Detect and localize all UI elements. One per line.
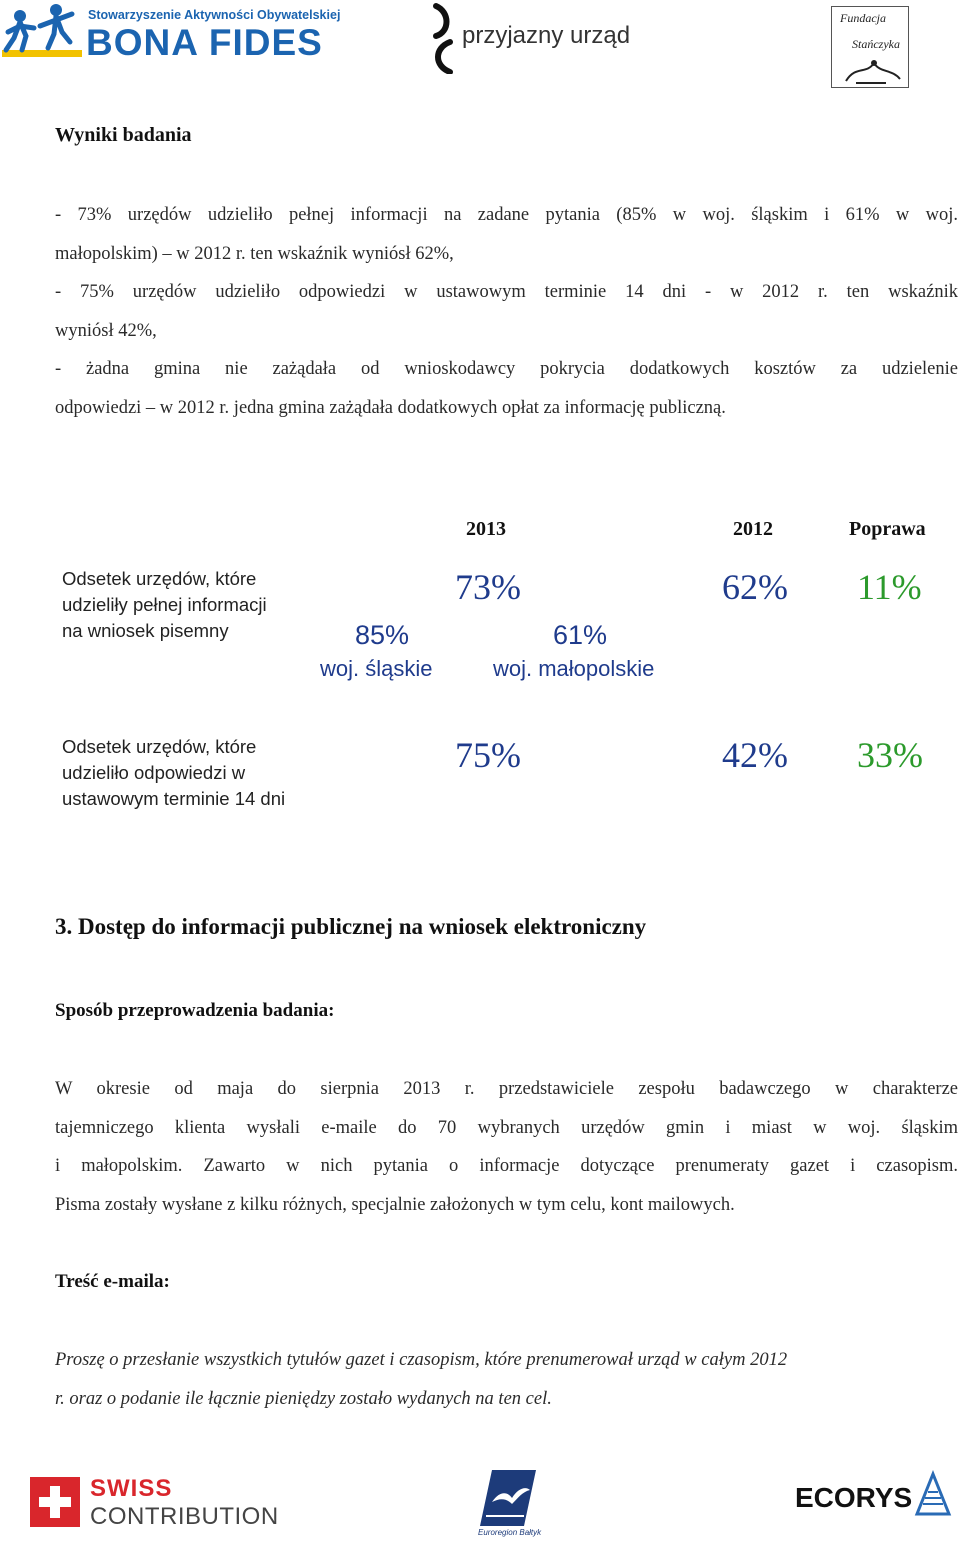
przyjazny-urzad-logo: przyjazny urząd	[428, 2, 648, 78]
email-line: r. oraz o podanie ile łącznie pieniędzy …	[55, 1388, 552, 1409]
results-line: - 73% urzędów udzieliło pełnej informacj…	[55, 205, 958, 225]
method-heading: Sposób przeprowadzenia badania:	[55, 1000, 335, 1021]
results-line: wyniósł 42%,	[55, 320, 157, 341]
row1-improvement: 11%	[857, 567, 922, 607]
przyjazny-urzad-text: przyjazny urząd	[462, 22, 631, 49]
jester-icon	[845, 60, 901, 84]
row2-value-2013: 75%	[455, 735, 521, 775]
swiss-cross-icon	[30, 1477, 80, 1527]
euroregion-baltyk-logo: Euroregion Bałtyk	[474, 1468, 544, 1540]
swiss-text-line1: SWISS	[90, 1475, 173, 1502]
results-heading: Wyniki badania	[55, 124, 192, 146]
fundacja-stanczyka-logo: Fundacja Stańczyka	[831, 6, 909, 88]
swiss-text-line2: CONTRIBUTION	[90, 1503, 279, 1530]
results-line: - 75% urzędów udzieliło odpowiedzi w ust…	[55, 282, 958, 302]
bona-fides-logo: Stowarzyszenie Aktywności Obywatelskiej …	[0, 0, 340, 70]
ecorys-logo: ECORYS	[795, 1470, 955, 1530]
method-line: i małopolskim. Zawarto w nich pytania o …	[55, 1156, 958, 1176]
email-content: Proszę o przesłanie wszystkich tytułów g…	[55, 1341, 958, 1418]
method-line: W okresie od maja do sierpnia 2013 r. pr…	[55, 1079, 958, 1099]
method-paragraph: W okresie od maja do sierpnia 2013 r. pr…	[55, 1070, 958, 1224]
column-header-2012: 2012	[733, 518, 773, 540]
row1-region1-label: woj. śląskie	[320, 656, 433, 681]
row1-region2-value: 61%	[553, 620, 608, 650]
column-header-2013: 2013	[466, 518, 506, 540]
results-paragraph: - 73% urzędów udzieliło pełnej informacj…	[55, 196, 958, 427]
row1-label: Odsetek urzędów, które udzieliły pełnej …	[62, 568, 267, 641]
row1-value-2013: 73%	[455, 567, 521, 607]
przyjazny-urzad-mark-icon	[433, 3, 453, 74]
euroregion-emblem-icon	[480, 1470, 536, 1526]
row2-label: Odsetek urzędów, które udzieliło odpowie…	[62, 736, 286, 809]
row2-value-2012: 42%	[722, 735, 788, 775]
method-line: tajemniczego klienta wysłali e-maile do …	[55, 1117, 958, 1138]
fundacja-line2: Stańczyka	[852, 37, 900, 51]
bona-fides-subtitle: Stowarzyszenie Aktywności Obywatelskiej	[88, 8, 341, 22]
ecorys-text: ECORYS	[795, 1482, 913, 1513]
euroregion-text: Euroregion Bałtyk	[478, 1528, 542, 1537]
section3-title: 3. Dostęp do informacji publicznej na wn…	[55, 914, 647, 939]
results-line: małopolskim) – w 2012 r. ten wskaźnik wy…	[55, 243, 454, 264]
results-line: - żadna gmina nie zażądała od wnioskodaw…	[55, 359, 958, 379]
results-line: odpowiedzi – w 2012 r. jedna gmina zażąd…	[55, 397, 726, 418]
email-heading: Treść e-maila:	[55, 1271, 170, 1292]
row2-improvement: 33%	[857, 735, 923, 775]
row1-region1-value: 85%	[355, 620, 410, 650]
row1-region2-label: woj. małopolskie	[493, 656, 655, 681]
ecorys-triangle-icon	[914, 1470, 952, 1516]
email-line: Proszę o przesłanie wszystkich tytułów g…	[55, 1350, 788, 1370]
row1-value-2012: 62%	[722, 567, 788, 607]
column-header-improvement: Poprawa	[849, 518, 926, 540]
fundacja-line1: Fundacja	[840, 11, 886, 25]
swiss-contribution-logo: SWISS CONTRIBUTION	[30, 1475, 290, 1535]
people-icon	[2, 4, 82, 57]
bona-fides-title: BONA FIDES	[86, 22, 323, 63]
method-line: Pisma zostały wysłane z kilku różnych, s…	[55, 1194, 735, 1215]
